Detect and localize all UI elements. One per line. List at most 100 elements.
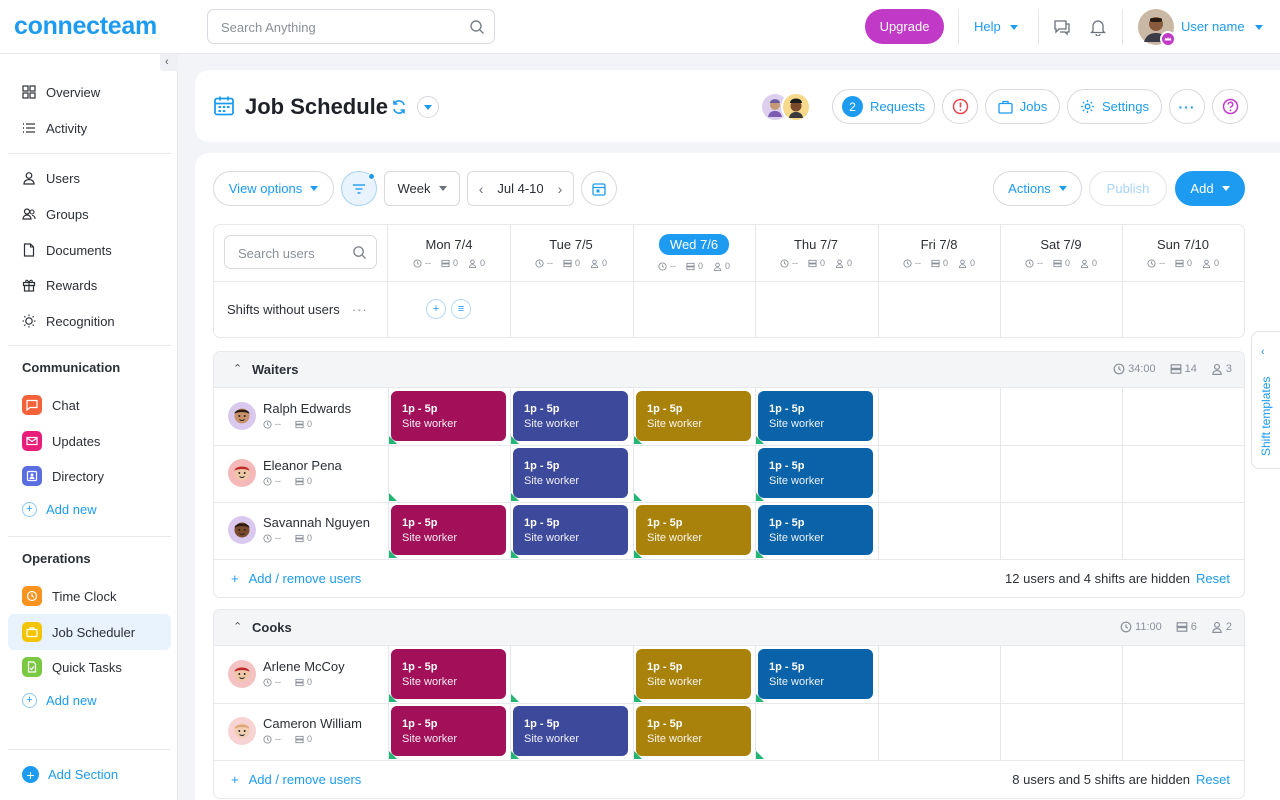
sidebar-item-groups[interactable]: Groups xyxy=(22,204,89,224)
add-remove-users-button[interactable]: + Add / remove users xyxy=(231,571,361,586)
sidebar-item-users[interactable]: Users xyxy=(22,168,80,188)
day-column-header[interactable]: Sun 7/10 -- 0 0 xyxy=(1122,226,1244,280)
avatar[interactable] xyxy=(228,459,256,487)
chevron-up-icon[interactable]: ⌃ xyxy=(233,363,243,375)
sync-icon[interactable] xyxy=(391,99,407,115)
upgrade-button[interactable]: Upgrade xyxy=(865,9,944,44)
chevron-left-icon[interactable]: ‹ xyxy=(478,180,484,197)
shift-card[interactable]: 1p - 5p Site worker xyxy=(636,391,751,441)
add-section-button[interactable]: + Add Section xyxy=(22,766,118,783)
shift-card[interactable]: 1p - 5p Site worker xyxy=(391,649,506,699)
sidebar-item-activity[interactable]: Activity xyxy=(22,118,87,138)
shift-card[interactable]: 1p - 5p Site worker xyxy=(391,391,506,441)
view-options-dropdown[interactable]: View options xyxy=(213,171,334,206)
reset-link[interactable]: Reset xyxy=(1196,772,1230,787)
search-icon[interactable] xyxy=(469,19,485,35)
user-name[interactable]: Eleanor Pena xyxy=(263,458,342,473)
sidebar-item-directory[interactable]: Directory xyxy=(22,466,104,486)
sidebar-item-label: Job Scheduler xyxy=(52,624,136,640)
shift-card[interactable]: 1p - 5p Site worker xyxy=(513,448,628,498)
sidebar-item-chat[interactable]: Chat xyxy=(22,395,79,415)
more-button[interactable]: ··· xyxy=(1169,89,1205,124)
shift-card[interactable]: 1p - 5p Site worker xyxy=(391,505,506,555)
help-menu[interactable]: Help xyxy=(974,19,1018,34)
avatar[interactable] xyxy=(228,402,256,430)
help-button[interactable] xyxy=(1212,89,1248,124)
clock-icon xyxy=(1113,363,1125,375)
connecteam-logo[interactable]: connecteam xyxy=(14,12,157,40)
avatar[interactable] xyxy=(228,516,256,544)
search-users-input[interactable]: Search users xyxy=(224,235,377,269)
add-open-shift-button[interactable]: + xyxy=(426,299,446,319)
shift-card[interactable]: 1p - 5p Site worker xyxy=(758,448,873,498)
global-search-input[interactable]: Search Anything xyxy=(207,9,495,44)
date-picker-button[interactable] xyxy=(581,171,617,206)
day-column-header[interactable]: Mon 7/4 -- 0 0 xyxy=(388,226,510,280)
sidebar-item-documents[interactable]: Documents xyxy=(22,240,112,260)
stat-value: 0 xyxy=(307,419,313,429)
shift-role: Site worker xyxy=(647,733,703,745)
title-dropdown-button[interactable] xyxy=(417,96,439,118)
actions-dropdown[interactable]: Actions xyxy=(993,171,1082,206)
day-column-header[interactable]: Fri 7/8 -- 0 0 xyxy=(878,226,1000,280)
publish-button[interactable]: Publish xyxy=(1089,171,1167,206)
user-avatar[interactable] xyxy=(1138,9,1176,47)
day-column-header[interactable]: Wed 7/6 -- 0 0 xyxy=(633,226,755,280)
jobs-button[interactable]: Jobs xyxy=(985,89,1060,124)
admins-avatars[interactable] xyxy=(760,92,812,122)
sidebar-item-updates[interactable]: Updates xyxy=(22,431,100,451)
shift-card[interactable]: 1p - 5p Site worker xyxy=(513,391,628,441)
user-name[interactable]: Savannah Nguyen xyxy=(263,515,370,530)
group-header[interactable]: ⌃ Waiters 34:00 14 3 xyxy=(214,352,1244,388)
clock-stat: -- xyxy=(263,734,281,744)
day-column-header[interactable]: Thu 7/7 -- 0 0 xyxy=(755,226,877,280)
add-new-operations-button[interactable]: + Add new xyxy=(22,693,97,708)
shift-templates-tab[interactable]: ‹ Shift templates xyxy=(1251,331,1280,469)
more-icon[interactable]: ··· xyxy=(351,302,368,317)
alert-button[interactable] xyxy=(942,89,978,124)
open-shift-list-button[interactable]: ≡ xyxy=(451,299,471,319)
shift-card[interactable]: 1p - 5p Site worker xyxy=(391,706,506,756)
sidebar-item-overview[interactable]: Overview xyxy=(22,82,100,102)
chat-icon[interactable] xyxy=(1053,18,1071,36)
chevron-up-icon[interactable]: ⌃ xyxy=(233,621,243,633)
avatar[interactable] xyxy=(228,717,256,745)
shift-card[interactable]: 1p - 5p Site worker xyxy=(513,505,628,555)
group-header[interactable]: ⌃ Cooks 11:00 6 2 xyxy=(214,610,1244,646)
shift-card[interactable]: 1p - 5p Site worker xyxy=(758,649,873,699)
corner-marker xyxy=(756,493,764,501)
user-menu[interactable]: User name xyxy=(1181,19,1263,34)
shift-card[interactable]: 1p - 5p Site worker xyxy=(636,706,751,756)
user-name[interactable]: Cameron William xyxy=(263,716,362,731)
requests-button[interactable]: 2 Requests xyxy=(832,89,935,124)
user-name[interactable]: Ralph Edwards xyxy=(263,401,352,416)
shift-card[interactable]: 1p - 5p Site worker xyxy=(636,505,751,555)
shift-card[interactable]: 1p - 5p Site worker xyxy=(758,391,873,441)
reset-link[interactable]: Reset xyxy=(1196,571,1230,586)
sidebar-item-quick-tasks[interactable]: Quick Tasks xyxy=(22,657,122,677)
filter-button[interactable] xyxy=(341,171,377,206)
shift-card[interactable]: 1p - 5p Site worker xyxy=(636,649,751,699)
settings-button[interactable]: Settings xyxy=(1067,89,1162,124)
day-column-header[interactable]: Sat 7/9 -- 0 0 xyxy=(1000,226,1122,280)
sidebar-item-rewards[interactable]: Rewards xyxy=(22,275,97,295)
shift-role: Site worker xyxy=(402,418,458,430)
avatar[interactable] xyxy=(228,660,256,688)
shift-card[interactable]: 1p - 5p Site worker xyxy=(513,706,628,756)
bell-icon[interactable] xyxy=(1090,18,1106,36)
clock-icon xyxy=(22,586,42,606)
add-remove-users-button[interactable]: + Add / remove users xyxy=(231,772,361,787)
sidebar-item-time-clock[interactable]: Time Clock xyxy=(22,586,117,606)
shift-card[interactable]: 1p - 5p Site worker xyxy=(758,505,873,555)
user-name[interactable]: Arlene McCoy xyxy=(263,659,345,674)
date-range-navigator[interactable]: ‹ Jul 4-10 › xyxy=(467,171,574,206)
add-new-communication-button[interactable]: + Add new xyxy=(22,502,97,517)
chevron-right-icon[interactable]: › xyxy=(557,180,563,197)
day-column-header[interactable]: Tue 7/5 -- 0 0 xyxy=(510,226,632,280)
week-dropdown[interactable]: Week xyxy=(384,171,460,206)
divider xyxy=(1038,9,1039,45)
add-button[interactable]: Add xyxy=(1175,171,1245,206)
sidebar-item-job-scheduler[interactable]: Job Scheduler xyxy=(22,622,135,642)
collapse-sidebar-button[interactable]: ‹ xyxy=(160,54,178,71)
sidebar-item-recognition[interactable]: Recognition xyxy=(22,311,115,331)
